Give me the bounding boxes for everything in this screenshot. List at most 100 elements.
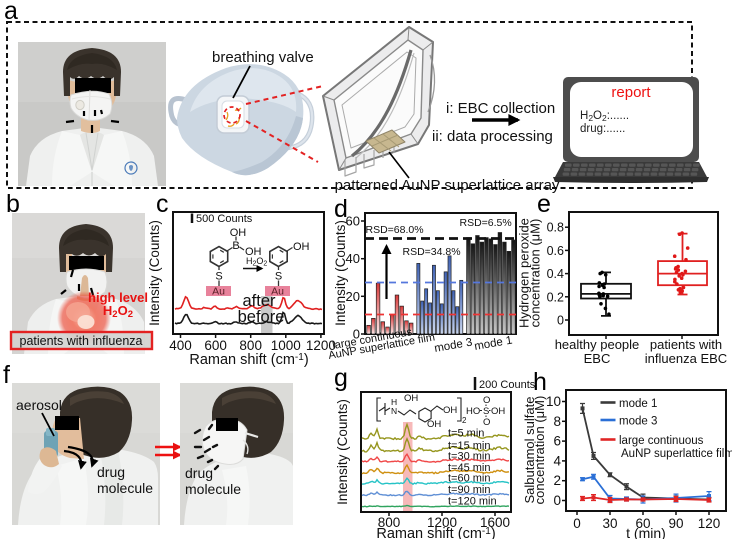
svg-text:30: 30	[602, 516, 617, 531]
svg-text:ii: data processing: ii: data processing	[432, 128, 553, 145]
svg-text:600: 600	[204, 338, 227, 353]
svg-text:1000: 1000	[271, 338, 301, 353]
svg-text:60: 60	[635, 516, 650, 531]
svg-text:1200: 1200	[306, 338, 336, 353]
svg-text:Salbutamol sulfate: Salbutamol sulfate	[522, 397, 537, 504]
svg-text:0.2: 0.2	[547, 290, 564, 304]
svg-text:0.8: 0.8	[547, 221, 564, 235]
svg-text:g: g	[334, 364, 348, 392]
svg-text:drug: drug	[185, 465, 213, 481]
svg-text:B: B	[232, 240, 239, 252]
svg-text:t=120 min: t=120 min	[448, 496, 497, 508]
svg-text:OH: OH	[427, 419, 441, 430]
svg-text:high level: high level	[88, 290, 148, 305]
svg-text:a: a	[4, 0, 18, 25]
svg-text:influenza EBC: influenza EBC	[645, 351, 727, 366]
svg-text:t=15 min: t=15 min	[448, 440, 491, 452]
svg-text:report: report	[611, 84, 651, 101]
svg-text:RSD=34.8%: RSD=34.8%	[403, 246, 461, 258]
svg-text:10: 10	[546, 394, 561, 409]
svg-text:H2O2:......: H2O2:......	[580, 110, 629, 123]
svg-text:O: O	[483, 395, 490, 406]
svg-text:Raman shift (cm-1): Raman shift (cm-1)	[189, 352, 308, 368]
svg-text:OH: OH	[443, 405, 457, 416]
svg-text:drug: drug	[97, 464, 125, 480]
svg-text:b: b	[6, 190, 20, 218]
svg-text:400: 400	[169, 338, 192, 353]
svg-text:200 Counts: 200 Counts	[479, 379, 536, 391]
svg-text:0: 0	[353, 327, 360, 342]
svg-text:before: before	[238, 308, 285, 326]
svg-text:OH: OH	[230, 227, 247, 239]
svg-text:patients with: patients with	[650, 337, 722, 352]
svg-text:aerosol: aerosol	[16, 397, 62, 413]
svg-text:t=5 min: t=5 min	[448, 428, 484, 440]
svg-text:2: 2	[553, 473, 561, 488]
svg-text:t=90 min: t=90 min	[448, 484, 491, 496]
svg-text:e: e	[537, 190, 551, 218]
svg-text:40: 40	[346, 251, 360, 266]
svg-text:4: 4	[553, 453, 561, 468]
svg-text:Intensity (Counts): Intensity (Counts)	[335, 399, 350, 505]
svg-text:mode 1: mode 1	[619, 398, 657, 410]
svg-text:8: 8	[553, 414, 561, 429]
svg-text:HO: HO	[466, 406, 480, 417]
svg-text:concentration (μM): concentration (μM)	[532, 396, 547, 505]
svg-text:Hydrogen peroxide: Hydrogen peroxide	[517, 218, 532, 328]
svg-text:patterned AuNP superlattice ar: patterned AuNP superlattice array	[335, 177, 560, 194]
svg-text:mode 3: mode 3	[433, 336, 473, 354]
svg-text:mode 3: mode 3	[619, 416, 657, 428]
svg-text:60: 60	[346, 214, 360, 229]
svg-text:large continuous: large continuous	[619, 435, 704, 447]
svg-text:healthy people: healthy people	[555, 337, 640, 352]
svg-text:concentration (μM): concentration (μM)	[528, 219, 543, 328]
svg-text:t=60 min: t=60 min	[448, 473, 491, 485]
svg-text:RSD=6.5%: RSD=6.5%	[460, 217, 512, 229]
svg-text:H2O2: H2O2	[246, 256, 267, 268]
svg-text:mode 1: mode 1	[473, 334, 513, 352]
svg-text:RSD=68.0%: RSD=68.0%	[366, 224, 424, 236]
svg-text:Intensity (Counts): Intensity (Counts)	[333, 220, 348, 326]
svg-text:t=45 min: t=45 min	[448, 462, 491, 474]
svg-text:d: d	[334, 195, 348, 223]
svg-text:0: 0	[573, 516, 581, 531]
svg-text:f: f	[3, 361, 10, 389]
svg-text:1600: 1600	[480, 515, 510, 530]
svg-text:patients with influenza: patients with influenza	[20, 334, 143, 348]
svg-text:120: 120	[698, 516, 721, 531]
svg-text:Intensity (Counts): Intensity (Counts)	[147, 220, 162, 326]
svg-text:500 Counts: 500 Counts	[196, 213, 253, 225]
svg-text:800: 800	[378, 515, 401, 530]
svg-text:0.4: 0.4	[547, 267, 564, 281]
svg-text:0: 0	[557, 314, 564, 328]
svg-text:H: H	[391, 397, 397, 407]
svg-text:t=30 min: t=30 min	[448, 451, 491, 463]
svg-text:OH: OH	[404, 393, 418, 404]
svg-text:1200: 1200	[427, 515, 457, 530]
svg-text:800: 800	[239, 338, 262, 353]
svg-text:0.6: 0.6	[547, 244, 564, 258]
svg-text:90: 90	[668, 516, 683, 531]
svg-text:breathing valve: breathing valve	[212, 49, 314, 66]
svg-text:N: N	[391, 406, 397, 416]
svg-text:OH: OH	[491, 406, 505, 417]
svg-text:t (min): t (min)	[626, 525, 666, 539]
svg-text:molecule: molecule	[185, 481, 241, 497]
svg-text:S: S	[215, 271, 222, 283]
svg-text:S: S	[483, 406, 489, 417]
svg-text:i: EBC collection: i: EBC collection	[446, 100, 555, 117]
svg-text:EBC: EBC	[584, 351, 611, 366]
svg-text:20: 20	[346, 289, 360, 304]
svg-text:c: c	[156, 190, 169, 218]
svg-text:S: S	[275, 271, 282, 283]
svg-text:2: 2	[462, 416, 467, 425]
svg-text:Au: Au	[271, 286, 284, 298]
svg-text:6: 6	[553, 434, 561, 449]
svg-text:0: 0	[553, 493, 561, 508]
svg-text:after: after	[242, 292, 276, 310]
svg-text:Au: Au	[212, 286, 225, 298]
svg-text:Raman shift (cm-1): Raman shift (cm-1)	[376, 526, 495, 539]
svg-text:H2O2: H2O2	[103, 303, 133, 320]
svg-text:O: O	[483, 417, 490, 428]
svg-text:OH: OH	[245, 246, 262, 258]
